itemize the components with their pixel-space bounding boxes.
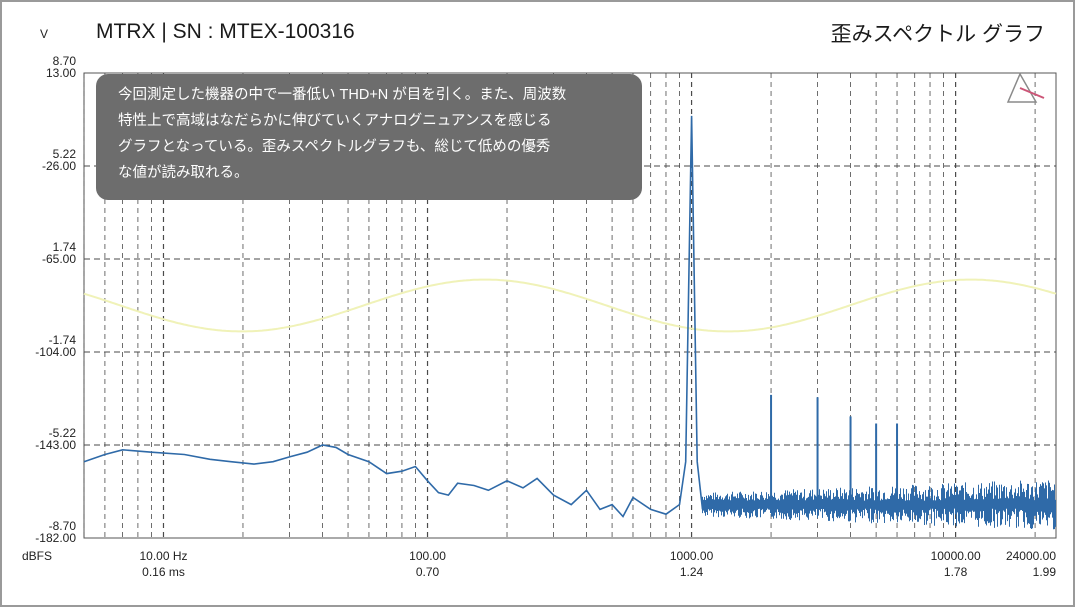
y-unit-dbfs: dBFS — [22, 549, 52, 563]
device-title: MTRX | SN : MTEX-100316 — [96, 20, 355, 43]
y-tick-dbfs: 13.00 — [46, 66, 76, 80]
x-tick-hz: 10.00 Hz — [139, 549, 187, 563]
x-tick-hz: 1000.00 — [670, 549, 714, 563]
y-tick-dbfs: -26.00 — [42, 159, 76, 173]
x-tick-ms: 1.24 — [680, 565, 704, 579]
y-tick-volts: 8.70 — [53, 54, 77, 68]
y-tick-dbfs: -182.00 — [35, 531, 76, 545]
review-note-line: 今回測定した機器の中で一番低い THD+N が目を引く。また、周波数 — [118, 87, 567, 103]
y-tick-volts: 1.74 — [53, 240, 77, 254]
review-note-line: な値が読み取れる。 — [118, 165, 249, 181]
waveform-trace — [83, 278, 1057, 333]
spectrum-trace — [83, 115, 704, 518]
y-tick-dbfs: -143.00 — [35, 438, 76, 452]
y-unit-volts: V — [40, 27, 48, 41]
x-tick-ms: 1.78 — [944, 565, 968, 579]
review-note: 今回測定した機器の中で一番低い THD+N が目を引く。また、周波数 特性上で高… — [96, 74, 642, 200]
y-tick-volts: 5.22 — [53, 147, 77, 161]
review-note-line: グラフとなっている。歪みスペクトルグラフも、総じて低めの優秀 — [118, 139, 551, 155]
x-tick-ms: 0.16 ms — [142, 565, 185, 579]
y-tick-dbfs: -104.00 — [35, 345, 76, 359]
x-tick-hz: 24000.00 — [1006, 549, 1056, 563]
y-tick-volts: -5.22 — [49, 426, 77, 440]
x-tick-hz: 10000.00 — [931, 549, 981, 563]
y-tick-dbfs: -65.00 — [42, 252, 76, 266]
y-tick-volts: -8.70 — [49, 519, 77, 533]
graph-title: 歪みスペクトル グラフ — [830, 23, 1045, 46]
y-tick-volts: -1.74 — [49, 333, 77, 347]
x-tick-hz: 100.00 — [409, 549, 446, 563]
x-tick-ms: 0.70 — [416, 565, 440, 579]
x-tick-ms: 1.99 — [1033, 565, 1057, 579]
review-note-line: 特性上で高域はなだらかに伸びていくアナログニュアンスを感じる — [118, 113, 552, 129]
plot-area — [83, 72, 1057, 539]
triangle-ruler-icon[interactable] — [1006, 72, 1046, 106]
noise-floor — [702, 480, 1056, 530]
